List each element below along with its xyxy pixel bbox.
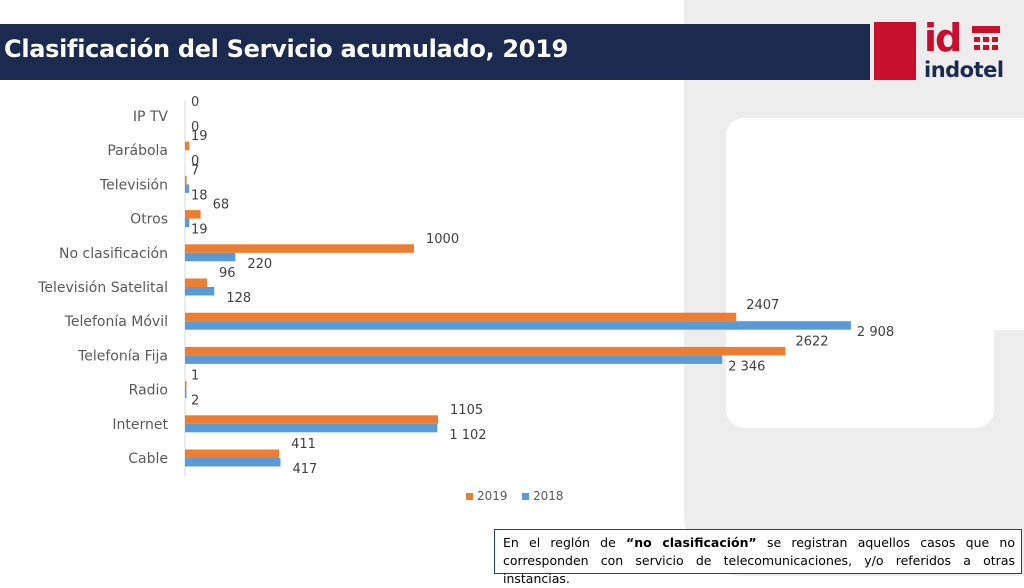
bar-2018 [185,355,723,364]
bar-2018 [185,184,190,193]
bar-2019 [185,175,187,185]
bar-2018 [185,287,215,296]
logo-red-block [874,22,916,80]
bar-2019 [185,210,201,219]
bar-2018 [185,218,190,228]
data-label-2019: 1000 [426,232,459,247]
footnote-box: En el reglón de “no clasificación” se re… [494,529,1022,586]
data-label-2018: 18 [191,188,208,203]
category-label: Radio [129,383,168,399]
data-label-2018: 128 [226,291,251,306]
data-label-2019: 96 [219,266,236,281]
bar-2018 [185,458,281,467]
category-label: Telefonía Fija [77,348,168,364]
bar-2019 [185,141,190,151]
category-label: Otros [130,212,168,228]
bar-2019 [185,381,187,390]
data-label-2018: 417 [292,462,317,477]
data-label-2019: 19 [191,129,208,144]
data-label-2018: 2 346 [728,359,765,374]
data-label-2018: 0 [191,120,199,135]
category-label: Internet [112,417,168,433]
bar-chart: IP TV00Parábola190Televisión718Otros6819… [37,95,894,503]
data-label-2019: 7 [191,163,199,178]
data-label-2018: 19 [191,223,208,238]
category-label: No clasificación [59,246,168,262]
bar-2019 [185,312,737,322]
bar-2018 [185,252,236,262]
data-label-2019: 2622 [795,334,828,349]
data-label-2019: 1105 [450,403,483,418]
data-label-2019: 2407 [746,298,779,313]
bar-2018 [185,423,438,433]
legend-label-2019: 2019 [477,489,508,503]
category-label: Televisión [99,177,168,193]
logo-keypad-icon [972,26,1000,50]
legend-swatch-2019 [466,493,473,500]
data-label-2019: 68 [213,198,230,213]
data-label-2018: 220 [247,257,272,272]
background-cutout [726,118,1024,330]
indotel-logo: id indotel [874,16,1010,86]
bar-2019 [185,346,786,356]
footnote-prefix: En el reglón de [503,535,627,550]
data-label-2019: 1 [191,369,199,384]
bar-2019 [185,244,414,253]
category-label: Parábola [107,143,168,159]
data-label-2018: 2 908 [857,325,894,340]
legend-swatch-2018 [522,493,529,500]
page-title: Clasificación del Servicio acumulado, 20… [4,35,568,63]
bar-2018 [185,389,187,399]
bar-2018 [185,321,851,330]
bar-2019 [185,449,280,458]
data-label-2018: 0 [191,154,199,169]
footnote-suffix: se registran aquellos casos que no corre… [503,535,1015,586]
bar-2019 [185,415,439,424]
category-label: Televisión Satelital [37,280,168,296]
data-label-2018: 2 [191,394,199,409]
bar-2019 [185,278,207,287]
logo-mark: id [924,16,962,60]
legend-label-2018: 2018 [533,489,564,503]
data-label-2018: 1 102 [449,428,486,443]
category-label: Telefonía Móvil [64,314,168,330]
category-label: IP TV [133,109,169,125]
data-label-2019: 411 [291,437,316,452]
data-label-2019: 0 [191,95,199,110]
logo-wordmark: indotel [924,58,1004,82]
background-cutout [726,330,994,428]
category-label: Cable [128,451,168,467]
title-bar: Clasificación del Servicio acumulado, 20… [0,24,870,80]
footnote-emphasis: “no clasificación” [626,535,757,550]
